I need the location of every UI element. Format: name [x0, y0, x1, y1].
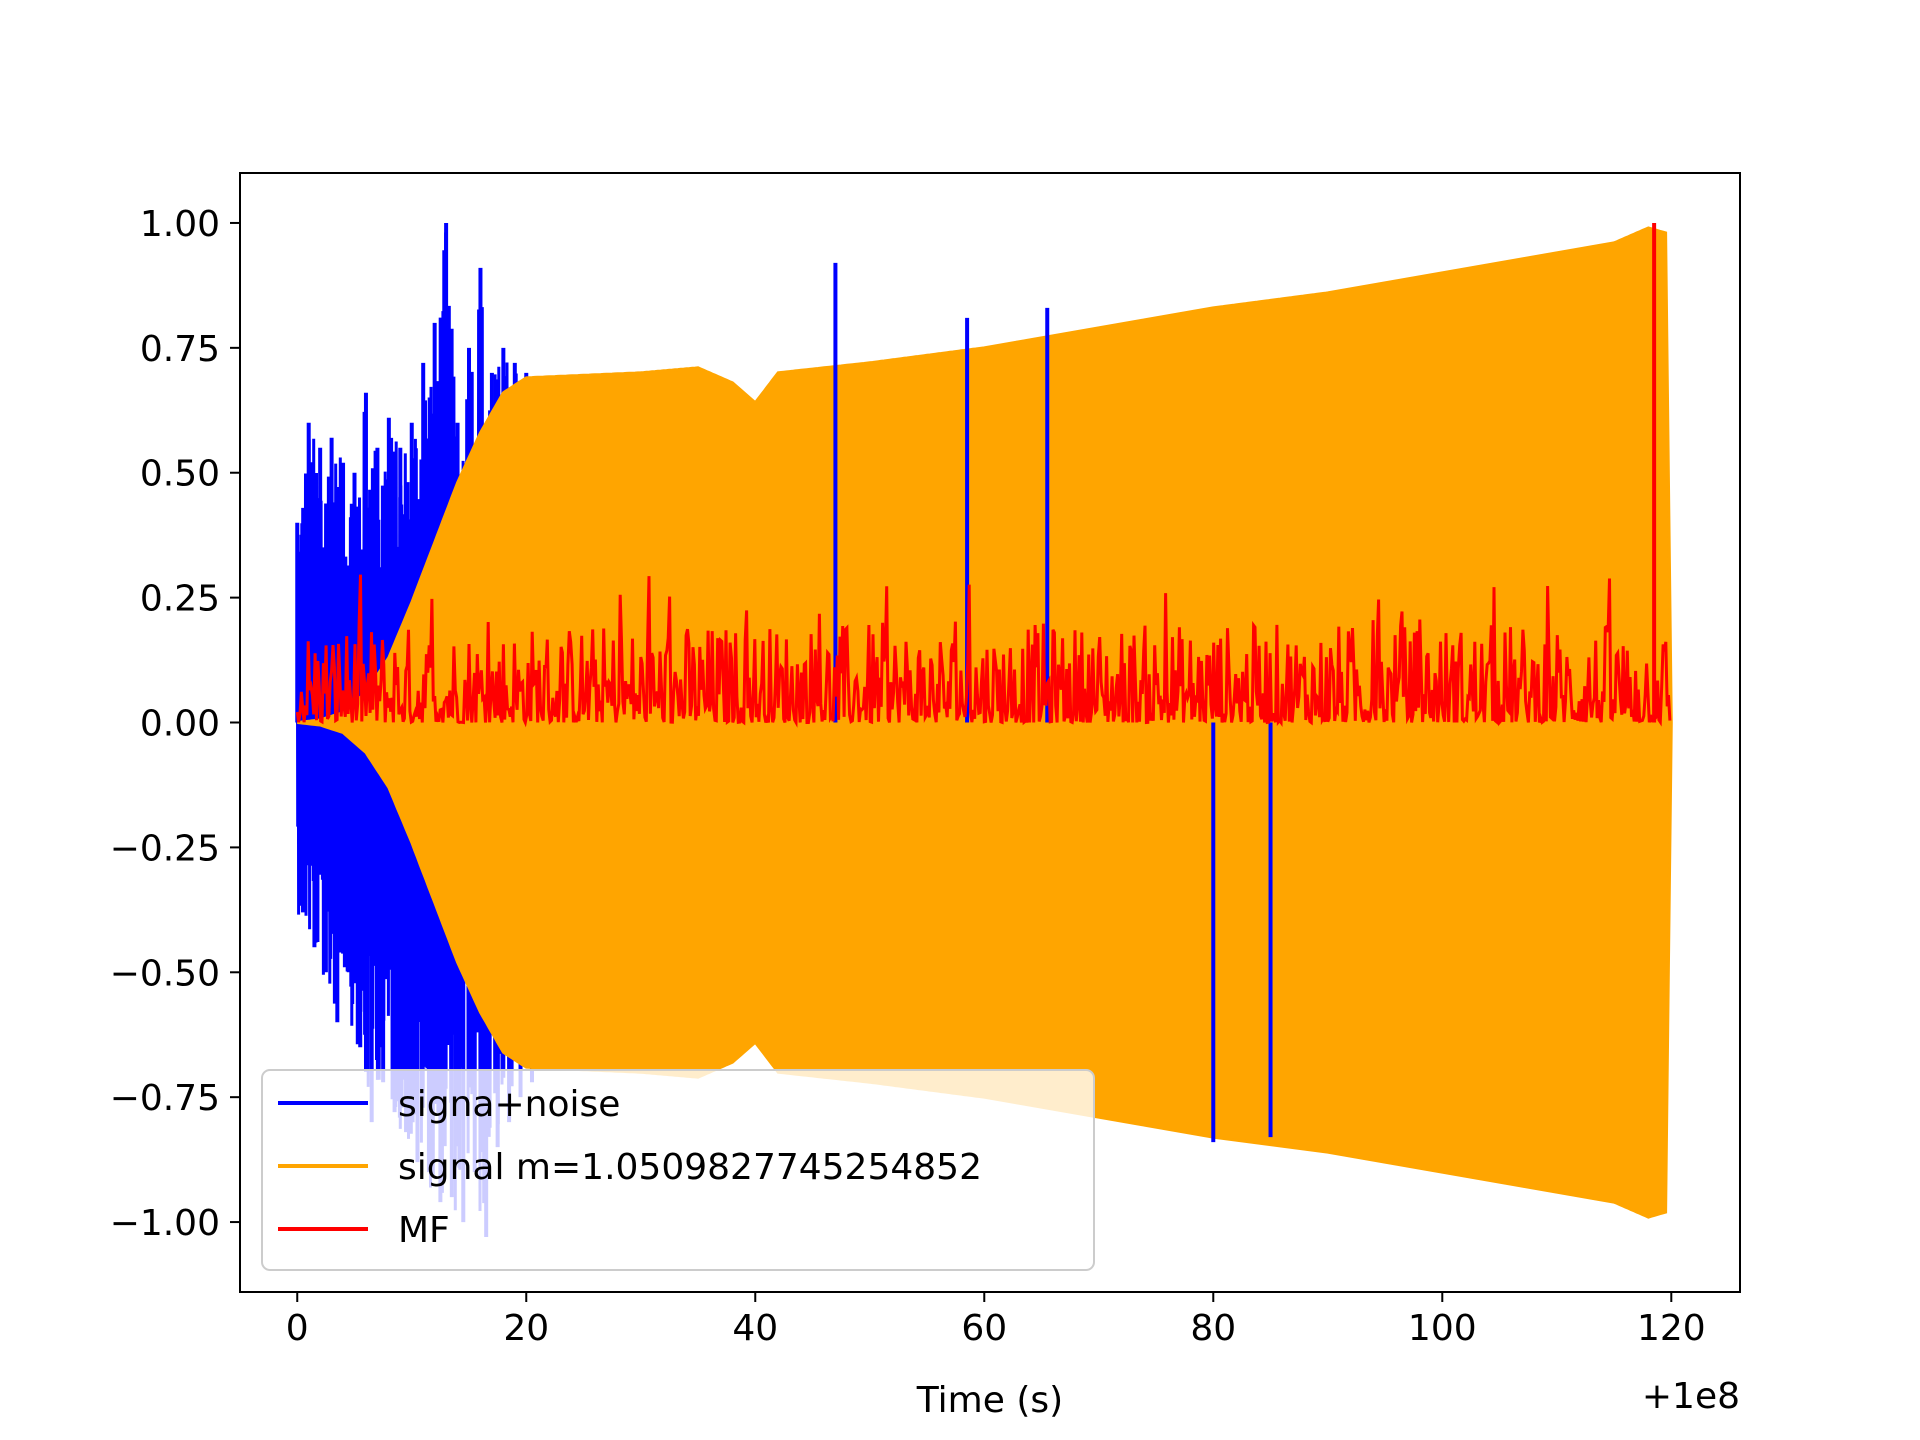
x-axis-label: Time (s)	[916, 1380, 1063, 1421]
y-tick-label: −1.00	[110, 1203, 220, 1244]
mf-trace	[295, 574, 1672, 728]
y-tick-label: 0.00	[140, 704, 220, 745]
y-axis-ticks: 1.00 0.75 0.50 0.25 0.00 −0.25 −0.50 −0.75 −1.00	[110, 204, 240, 1244]
x-tick-label: 100	[1408, 1308, 1477, 1349]
y-tick-label: −0.50	[110, 953, 220, 994]
y-tick-label: 0.50	[140, 454, 220, 495]
y-tick-label: 1.00	[140, 204, 220, 245]
series-mf	[295, 222, 1672, 728]
x-tick-label: 120	[1637, 1308, 1706, 1349]
legend-box	[261, 1069, 1095, 1271]
legend: signa+noise signal m=1.0509827745254852 …	[261, 1069, 1095, 1271]
legend-label-signal-noise: signa+noise	[398, 1084, 620, 1125]
axes-frame	[239, 172, 1741, 1293]
y-tick-label: −0.25	[110, 828, 220, 869]
x-tick-label: 80	[1190, 1308, 1236, 1349]
y-tick-label: −0.75	[110, 1078, 220, 1119]
x-tick-label: 0	[286, 1308, 309, 1349]
x-tick-label: 20	[503, 1308, 549, 1349]
x-offset-label: +1e8	[1642, 1376, 1740, 1417]
signal-noise-spikes	[833, 262, 1273, 1143]
x-tick-label: 60	[961, 1308, 1007, 1349]
legend-label-mf: MF	[398, 1210, 450, 1251]
y-tick-label: 0.75	[140, 329, 220, 370]
y-tick-label: 0.25	[140, 579, 220, 620]
legend-label-signal: signal m=1.0509827745254852	[398, 1147, 982, 1188]
x-tick-label: 40	[732, 1308, 778, 1349]
x-axis-ticks: 0 20 40 60 80 100 120	[286, 1292, 1706, 1349]
